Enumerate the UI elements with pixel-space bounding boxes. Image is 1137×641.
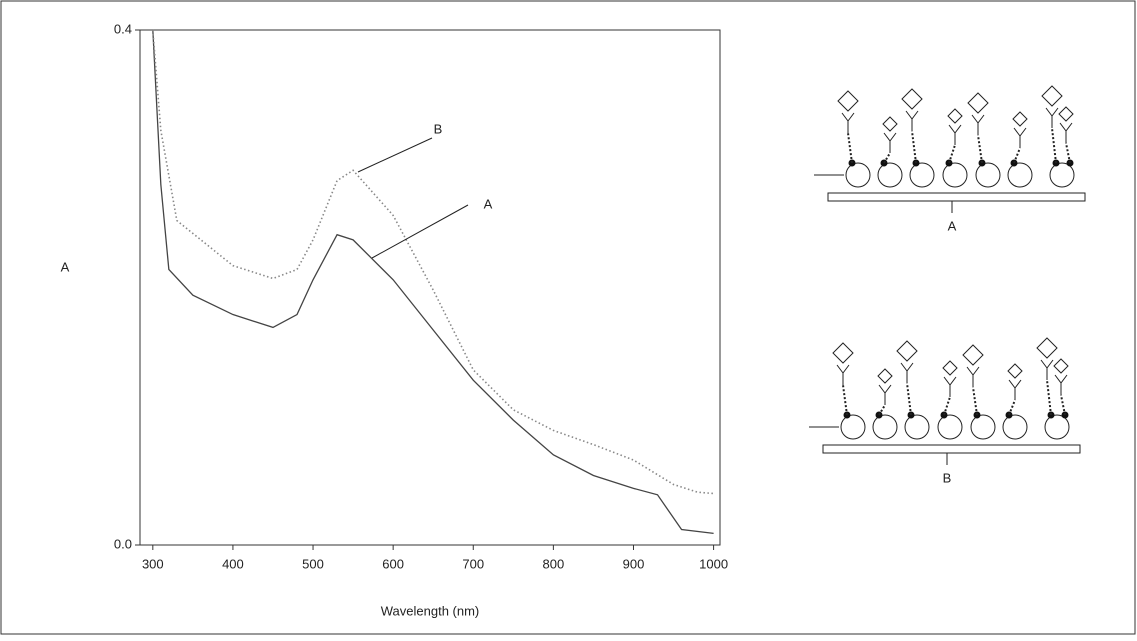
diagram-shape [882, 116, 898, 132]
diagram-shape [1002, 414, 1028, 440]
x-axis-label: Wavelength (nm) [381, 603, 480, 618]
diagram-shape [1053, 358, 1069, 374]
diagram-shape [1040, 359, 1054, 380]
diagram-shape [837, 90, 859, 112]
x-tick-label: 800 [543, 556, 565, 571]
diagram-shape [1036, 337, 1058, 359]
diagram-shape [1065, 142, 1071, 164]
diagram-shape [845, 162, 871, 188]
x-tick-label: 900 [623, 556, 645, 571]
diagram-shape [1012, 111, 1028, 127]
diagram-shape [948, 144, 956, 164]
diagram-shape [1046, 379, 1052, 416]
curve-label: A [484, 196, 493, 211]
diagram-shape [1060, 394, 1066, 416]
diagram-shape [942, 162, 968, 188]
diagram-shape [1044, 414, 1070, 440]
line [152, 29, 714, 535]
diagram-shape [904, 414, 930, 440]
diagram-shape [883, 132, 897, 153]
diagram-shape [1041, 85, 1063, 107]
diagram-shape [909, 162, 935, 188]
diagram-shape [1051, 127, 1057, 164]
diagram-shape [970, 414, 996, 440]
diagram-shape [842, 384, 848, 416]
diagram-label: A [948, 218, 957, 233]
line [152, 29, 714, 495]
diagram-shape [966, 366, 980, 387]
diagram-shape [1058, 106, 1074, 122]
diagram-shape [1045, 107, 1059, 128]
diagram-shape [943, 376, 957, 397]
diagram-shape [937, 414, 963, 440]
diagram-shape [971, 114, 985, 135]
leader-line [371, 204, 469, 259]
diagram-shape [967, 92, 989, 114]
diagram-shape [943, 396, 951, 416]
y-tick-label: 0.4 [114, 21, 132, 36]
y-tick-label: 0.0 [114, 536, 132, 551]
diagram-shape [1007, 162, 1033, 188]
diagram-shape [1049, 162, 1075, 188]
diagram-shape [827, 192, 1086, 202]
diagram-shape [962, 344, 984, 366]
diagram-shape [1007, 363, 1023, 379]
diagram-shape [832, 342, 854, 364]
x-tick-label: 700 [462, 556, 484, 571]
diagram-shape [1013, 127, 1027, 148]
diagram-shape [977, 134, 983, 164]
diagram-shape [896, 340, 918, 362]
diagram-shape [841, 112, 855, 133]
diagram-shape [840, 414, 866, 440]
diagram-shape [877, 368, 893, 384]
diagram-shape [911, 130, 917, 164]
diagram-shape [1008, 379, 1022, 400]
x-tick-label: 600 [382, 556, 404, 571]
diagram-shape [1008, 399, 1016, 416]
diagram-shape [905, 110, 919, 131]
diagram-shape [1059, 122, 1073, 143]
diagram-shape [878, 404, 886, 416]
diagram-shape [883, 152, 891, 164]
diagram-label: B [943, 470, 952, 485]
x-tick-label: 500 [302, 556, 324, 571]
diagram-shape [1054, 374, 1068, 395]
y-axis-label: A [61, 259, 70, 274]
diagram-shape [877, 162, 903, 188]
diagram-shape [975, 162, 1001, 188]
x-tick-label: 1000 [699, 556, 728, 571]
diagram-shape [947, 108, 963, 124]
diagram-shape [872, 414, 898, 440]
x-tick-label: 400 [222, 556, 244, 571]
diagram-shape [900, 362, 914, 383]
leader-line [357, 137, 433, 173]
diagram-shape [948, 124, 962, 145]
diagram-shape [822, 444, 1081, 454]
curve-label: B [434, 121, 443, 136]
diagram-shape [836, 364, 850, 385]
diagram-shape [1013, 147, 1021, 164]
plot-frame [139, 29, 721, 546]
diagram-shape [942, 360, 958, 376]
diagram-shape [906, 382, 912, 416]
diagram-shape [972, 386, 978, 416]
diagram-shape [878, 384, 892, 405]
diagram-shape [847, 132, 853, 164]
x-tick-label: 300 [142, 556, 164, 571]
diagram-shape [901, 88, 923, 110]
